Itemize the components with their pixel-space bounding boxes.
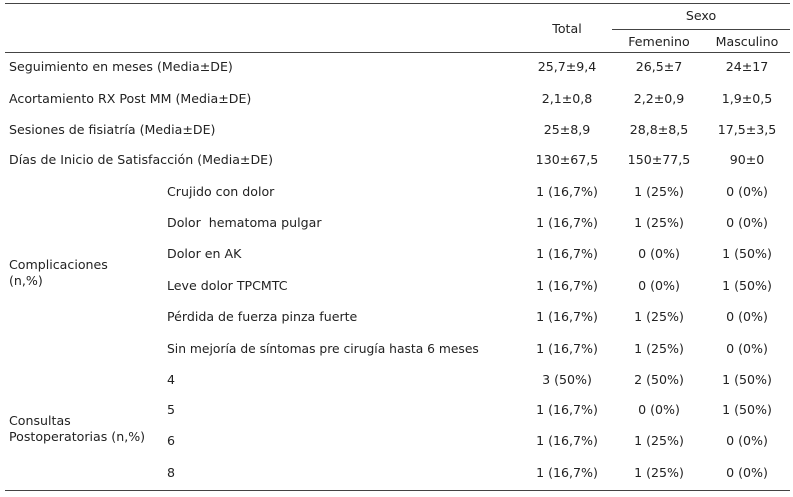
comp-row-total: 1 (16,7%) [536,246,598,261]
table-bottom-rule [5,490,790,491]
row-acortamiento-masc: 1,9±0,5 [721,91,773,106]
row-acortamiento-label: Acortamiento RX Post MM (Media±DE) [9,91,252,106]
consulta-row-fem: 0 (0%) [638,402,680,417]
row-sesiones-total: 25±8,9 [543,122,591,137]
comp-row-masc: 0 (0%) [726,341,768,356]
consulta-row-label: 5 [167,402,176,417]
group-complicaciones-sublabel: (n,%) [9,273,43,288]
comp-row-label: Sin mejoría de síntomas pre cirugía hast… [167,342,479,356]
row-dias-label: Días de Inicio de Satisfacción (Media±DE… [9,152,274,167]
consulta-row-total: 3 (50%) [542,372,592,387]
row-dias-fem: 150±77,5 [627,152,691,167]
comp-row-fem: 1 (25%) [634,184,684,199]
row-sesiones-label: Sesiones de fisiatría (Media±DE) [9,122,216,137]
consulta-row-masc: 1 (50%) [722,402,772,417]
row-sesiones-fem: 28,8±8,5 [629,122,689,137]
header-bottom-rule [5,52,790,53]
consulta-row-label: 4 [167,372,176,387]
comp-row-total: 1 (16,7%) [536,215,598,230]
consulta-row-fem: 1 (25%) [634,433,684,448]
row-seguimiento-masc: 24±17 [725,59,769,74]
consulta-row-total: 1 (16,7%) [536,465,598,480]
consulta-row-total: 1 (16,7%) [536,433,598,448]
group-complicaciones-label: Complicaciones [9,257,108,272]
comp-row-fem: 1 (25%) [634,215,684,230]
header-total: Total [552,21,582,36]
comp-row-masc: 0 (0%) [726,215,768,230]
comp-row-total: 1 (16,7%) [536,309,598,324]
table-top-rule [5,3,790,4]
consulta-row-fem: 1 (25%) [634,465,684,480]
row-seguimiento-label: Seguimiento en meses (Media±DE) [9,59,233,74]
group-consultas-sublabel: Postoperatorias (n,%) [9,429,146,444]
comp-row-total: 1 (16,7%) [536,278,598,293]
consulta-row-fem: 2 (50%) [634,372,684,387]
row-seguimiento-total: 25,7±9,4 [537,59,597,74]
comp-row-label: Dolor en AK [167,246,242,261]
comp-row-label: Pérdida de fuerza pinza fuerte [167,309,358,324]
comp-row-fem: 0 (0%) [638,278,680,293]
consulta-row-label: 6 [167,433,176,448]
comp-row-masc: 0 (0%) [726,309,768,324]
comp-row-total: 1 (16,7%) [536,184,598,199]
consulta-row-masc: 0 (0%) [726,465,768,480]
sexo-underline [612,29,790,30]
row-acortamiento-fem: 2,2±0,9 [633,91,685,106]
consulta-row-masc: 0 (0%) [726,433,768,448]
row-sesiones-masc: 17,5±3,5 [717,122,777,137]
comp-row-label: Dolor hematoma pulgar [167,215,322,230]
row-dias-masc: 90±0 [729,152,765,167]
group-consultas-label: Consultas [9,413,71,428]
header-sexo: Sexo [685,8,717,23]
header-femenino: Femenino [628,34,690,49]
comp-row-masc: 1 (50%) [722,278,772,293]
row-dias-total: 130±67,5 [535,152,599,167]
comp-row-fem: 0 (0%) [638,246,680,261]
comp-row-label: Crujido con dolor [167,184,275,199]
consulta-row-label: 8 [167,465,176,480]
header-masculino: Masculino [715,34,779,49]
row-seguimiento-fem: 26,5±7 [635,59,683,74]
comp-row-fem: 1 (25%) [634,309,684,324]
comp-row-fem: 1 (25%) [634,341,684,356]
comp-row-masc: 0 (0%) [726,184,768,199]
consulta-row-total: 1 (16,7%) [536,402,598,417]
comp-row-total: 1 (16,7%) [536,341,598,356]
comp-row-label: Leve dolor TPCMTC [167,278,288,293]
comp-row-masc: 1 (50%) [722,246,772,261]
row-acortamiento-total: 2,1±0,8 [541,91,593,106]
consulta-row-masc: 1 (50%) [722,372,772,387]
